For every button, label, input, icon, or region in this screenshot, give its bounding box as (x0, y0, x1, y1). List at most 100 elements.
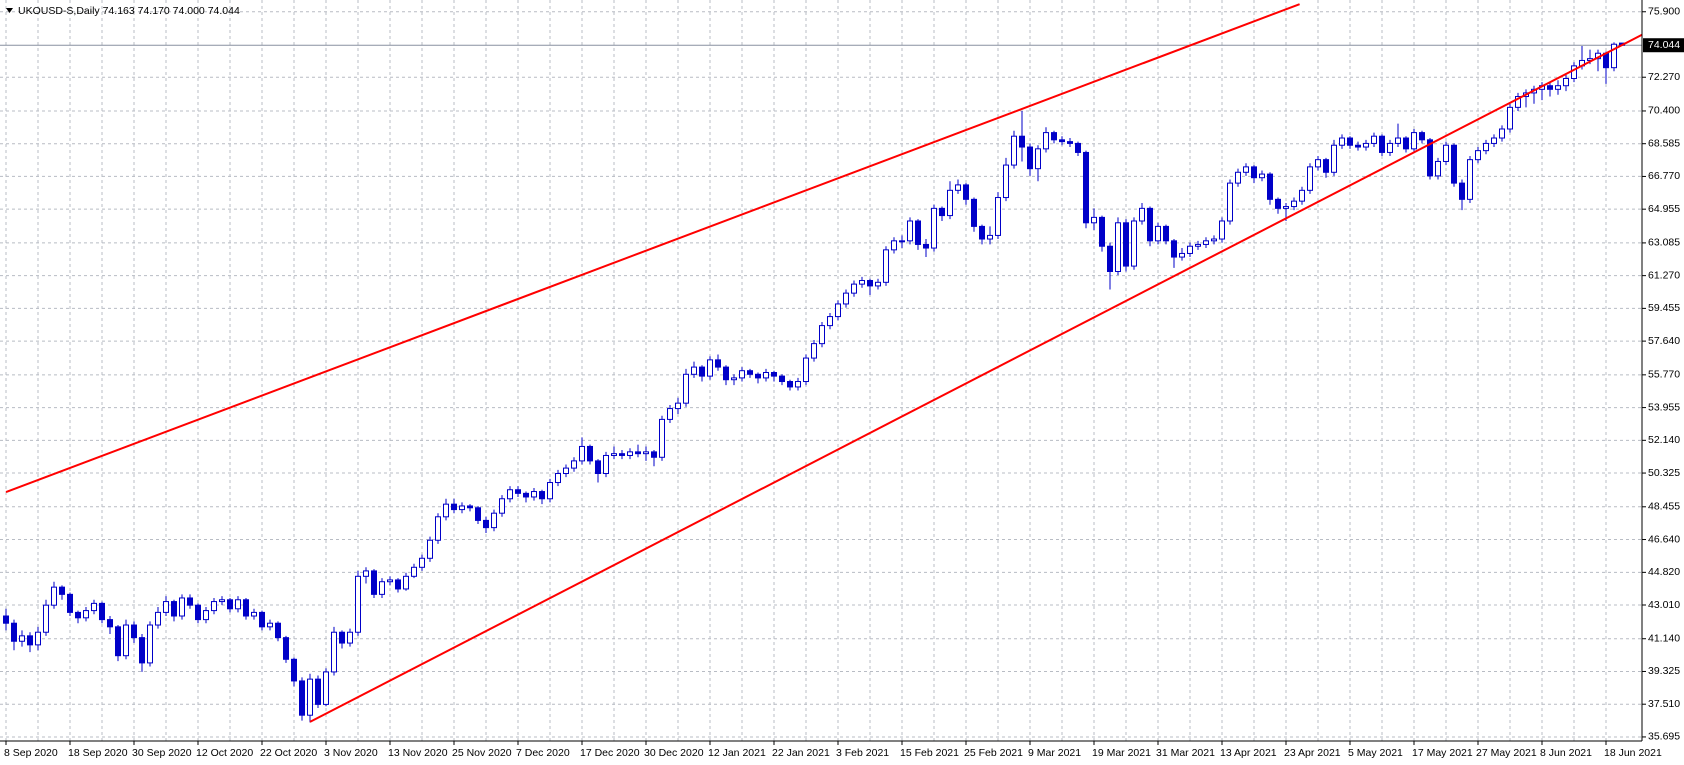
candle-body-bull (419, 557, 425, 568)
candle-body-bull (1483, 142, 1489, 152)
candle-body-bull (403, 575, 409, 590)
candle-body-bull (1283, 206, 1289, 209)
candle-body-bear (515, 489, 521, 494)
candle-body-bear (915, 220, 921, 245)
candle-body-bull (1571, 65, 1577, 79)
candle-body-bull (1339, 137, 1345, 146)
candle-body-bull (1395, 137, 1401, 144)
candle-body-bear (1067, 141, 1073, 144)
candle-body-bear (1075, 142, 1081, 153)
candle-body-bull (123, 624, 129, 657)
y-tick-label: 43.010 (1648, 599, 1680, 611)
candle-body-bull (43, 604, 49, 633)
candle-body-bull (1115, 222, 1121, 272)
candle-body-bull (491, 512, 497, 529)
candle-body-bear (619, 453, 625, 456)
candle-body-bull (411, 566, 417, 577)
candle-body-bull (1307, 166, 1313, 191)
y-tick-label: 66.770 (1648, 170, 1680, 182)
candle-body-bull (219, 599, 225, 603)
candle-body-bull (1179, 252, 1185, 258)
candle-body-bull (347, 631, 353, 644)
x-tick-label: 15 Feb 2021 (900, 747, 959, 759)
candle-body-bear (1051, 132, 1057, 141)
candle-body-bear (699, 366, 705, 377)
candle-body-bull (563, 467, 569, 475)
candle-body-bear (291, 658, 297, 682)
candle-body-bull (459, 505, 465, 511)
candle-body-bear (371, 570, 377, 595)
candle-body-bull (1043, 132, 1049, 150)
x-tick-label: 18 Jun 2021 (1604, 747, 1662, 759)
candle-body-bear (259, 611, 265, 628)
y-tick-label: 53.955 (1648, 401, 1680, 413)
candle-body-bear (243, 599, 249, 617)
candle-body-bear (1459, 182, 1465, 200)
candle-body-bull (251, 611, 257, 617)
candle-body-bear (971, 198, 977, 227)
candle-body-bear (75, 611, 81, 619)
candle-body-bear (523, 492, 529, 498)
candle-body-bull (883, 249, 889, 283)
candle-body-bear (1419, 132, 1425, 141)
candle-body-bear (107, 619, 113, 628)
candle-body-bear (59, 586, 65, 595)
trend-line (309, 33, 1642, 723)
candle-body-bear (1403, 137, 1409, 150)
candle-body-bear (595, 460, 601, 475)
candle-body-bear (539, 491, 545, 500)
candle-body-bull (875, 281, 881, 287)
candle-body-bear (1027, 146, 1033, 170)
candle-body-bear (195, 604, 201, 621)
candle-body-bear (139, 637, 145, 664)
candle-body-bull (387, 579, 393, 583)
candle-body-bull (907, 220, 913, 242)
x-tick-label: 3 Nov 2020 (324, 747, 378, 759)
menu-triangle[interactable] (6, 8, 13, 13)
candle-body-bear (1107, 245, 1113, 272)
candle-body-bull (1611, 43, 1617, 69)
candle-body-bull (179, 597, 185, 617)
candle-body-bull (835, 303, 841, 318)
candle-body-bear (747, 370, 753, 375)
candle-body-bull (1411, 132, 1417, 150)
candle-body-bull (443, 503, 449, 518)
candle-body-bull (1475, 150, 1481, 161)
candle-body-bear (779, 375, 785, 383)
current-price-label: 74.044 (1648, 39, 1680, 51)
candle-body-bear (275, 622, 281, 639)
candle-body-bull (675, 402, 681, 410)
candle-body-bear (3, 615, 9, 624)
candle-body-bull (571, 460, 577, 469)
y-tick-label: 57.640 (1648, 335, 1680, 347)
candle-body-bull (683, 373, 689, 404)
candle-body-bull (1091, 216, 1097, 224)
x-tick-label: 19 Mar 2021 (1092, 747, 1151, 759)
candle-body-bull (891, 240, 897, 251)
candle-body-bull (819, 325, 825, 345)
candle-body-bull (507, 489, 513, 500)
candle-body-bear (771, 372, 777, 377)
candle-body-bull (147, 624, 153, 664)
plot-area (0, 3, 1642, 723)
candle-body-bear (451, 503, 457, 511)
x-tick-label: 30 Dec 2020 (644, 747, 704, 759)
candle-body-bear (67, 593, 73, 613)
y-tick-label: 50.325 (1648, 467, 1680, 479)
candle-body-bear (867, 280, 873, 287)
candle-body-bull (203, 610, 209, 621)
candle-body-bull (1003, 164, 1009, 199)
current-price-box (1643, 38, 1684, 53)
candle-body-bull (435, 516, 441, 541)
candle-body-bull (331, 631, 337, 673)
x-tick-label: 8 Jun 2021 (1540, 747, 1592, 759)
candle-body-bull (1435, 160, 1441, 177)
candle-body-bull (659, 418, 665, 458)
chart-title: UKOUSD-S,Daily 74.163 74.170 74.000 74.0… (18, 5, 240, 17)
x-tick-label: 3 Feb 2021 (836, 747, 889, 759)
candle-body-bull (1371, 135, 1377, 144)
candle-body-bear (1019, 135, 1025, 148)
x-tick-label: 17 May 2021 (1412, 747, 1473, 759)
candle-body-bull (307, 678, 313, 716)
